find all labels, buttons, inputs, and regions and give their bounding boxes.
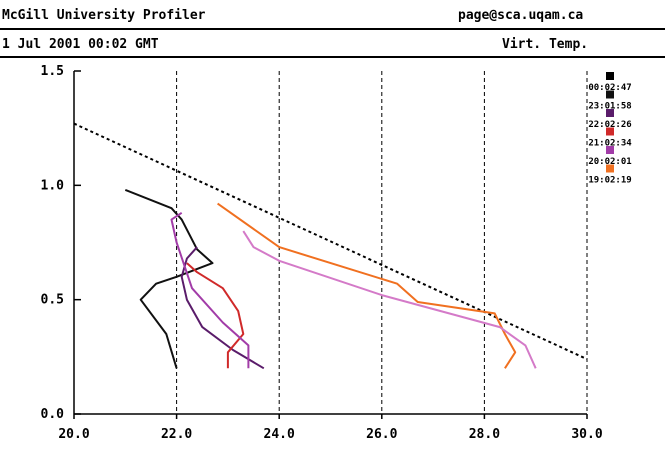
y-tick-label: 1.5 xyxy=(41,64,64,79)
header-bottom-divider xyxy=(0,56,665,58)
legend-label[interactable]: 23:01:58 xyxy=(588,102,631,112)
x-tick-label: 28.0 xyxy=(469,427,500,442)
series-line-5 xyxy=(217,202,517,369)
x-tick-label: 30.0 xyxy=(571,427,602,442)
legend-marker[interactable] xyxy=(606,109,614,117)
observation-datetime: 1 Jul 2001 00:02 GMT xyxy=(2,37,159,52)
contact-email[interactable]: page@sca.uqam.ca xyxy=(458,8,584,23)
legend[interactable]: 00:02:47 23:01:58 22:02:26 21:02:34 20:02:01… xyxy=(588,72,632,186)
legend-marker[interactable] xyxy=(606,127,614,136)
series-line-2 xyxy=(180,246,265,370)
reference-layer xyxy=(73,122,588,361)
variable-label: Virt. Temp. xyxy=(502,37,589,52)
app-title: McGill University Profiler xyxy=(2,8,206,23)
legend-label[interactable]: 22:02:26 xyxy=(588,120,631,130)
header-divider xyxy=(0,28,665,30)
grid-layer xyxy=(73,71,588,414)
y-tick-label: 0.5 xyxy=(41,293,64,308)
series-line-3 xyxy=(186,262,245,369)
legend-marker[interactable] xyxy=(606,164,614,173)
legend-marker[interactable] xyxy=(606,72,614,80)
x-tick-label: 24.0 xyxy=(264,427,295,442)
legend-marker[interactable] xyxy=(606,90,614,99)
series-line-6 xyxy=(242,230,537,369)
series-line-4 xyxy=(170,211,250,369)
legend-marker[interactable] xyxy=(606,146,614,154)
header-bar: McGill University Profiler page@sca.uqam… xyxy=(0,0,665,62)
series-layer xyxy=(124,188,537,370)
y-tick-label: 1.0 xyxy=(41,178,65,193)
legend-label[interactable]: 19:02:19 xyxy=(588,176,631,186)
y-tick-label: 0.0 xyxy=(41,407,65,422)
series-line-1 xyxy=(124,188,214,369)
axes-layer: 0.0 0.5 1.0 1.5 20.0 22.0 24.0 26.0 28.0 30.0 xyxy=(41,64,603,442)
x-tick-label: 26.0 xyxy=(366,427,397,442)
x-tick-label: 20.0 xyxy=(58,427,89,442)
x-tick-label: 22.0 xyxy=(161,427,192,442)
legend-label[interactable]: 00:02:47 xyxy=(588,83,631,93)
reference-dotted-line xyxy=(73,122,588,361)
legend-label[interactable]: 20:02:01 xyxy=(588,157,631,167)
legend-label[interactable]: 21:02:34 xyxy=(588,139,632,149)
